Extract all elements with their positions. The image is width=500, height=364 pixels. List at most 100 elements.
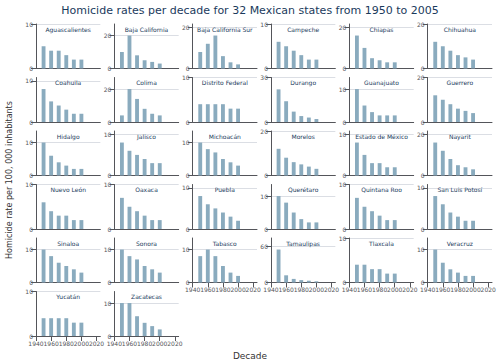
svg-text:1940: 1940 xyxy=(420,286,435,293)
svg-text:0: 0 xyxy=(264,226,268,233)
svg-text:2020: 2020 xyxy=(246,286,261,293)
svg-text:Sonora: Sonora xyxy=(136,240,157,247)
svg-text:0: 0 xyxy=(29,333,33,340)
svg-text:1940: 1940 xyxy=(342,286,357,293)
svg-text:0: 0 xyxy=(264,172,268,179)
svg-text:1960: 1960 xyxy=(122,340,137,347)
svg-text:0: 0 xyxy=(29,172,33,179)
svg-text:1940: 1940 xyxy=(28,340,43,347)
svg-text:10: 10 xyxy=(417,184,425,191)
svg-text:0: 0 xyxy=(186,172,190,179)
svg-text:Aguascalientes: Aguascalientes xyxy=(45,26,91,34)
svg-text:0: 0 xyxy=(421,172,425,179)
svg-text:1940: 1940 xyxy=(263,286,278,293)
svg-text:0: 0 xyxy=(421,226,425,233)
svg-text:1980: 1980 xyxy=(59,340,74,347)
svg-text:0: 0 xyxy=(29,279,33,286)
svg-text:0: 0 xyxy=(343,279,347,286)
svg-text:2000: 2000 xyxy=(230,286,245,293)
svg-text:1980: 1980 xyxy=(215,286,230,293)
svg-text:20: 20 xyxy=(182,24,190,31)
svg-text:0: 0 xyxy=(108,333,112,340)
svg-text:0: 0 xyxy=(108,172,112,179)
svg-text:1980: 1980 xyxy=(137,340,152,347)
svg-text:10: 10 xyxy=(104,131,112,138)
svg-text:20: 20 xyxy=(104,86,112,93)
svg-text:0: 0 xyxy=(108,226,112,233)
svg-text:10: 10 xyxy=(339,181,347,188)
svg-text:2020: 2020 xyxy=(89,340,104,347)
svg-text:0: 0 xyxy=(108,119,112,126)
svg-text:1960: 1960 xyxy=(43,340,58,347)
svg-text:0: 0 xyxy=(108,65,112,72)
svg-text:1940: 1940 xyxy=(107,340,122,347)
svg-text:20: 20 xyxy=(104,32,112,39)
svg-text:10: 10 xyxy=(182,139,190,146)
svg-text:Querétaro: Querétaro xyxy=(288,186,319,193)
svg-text:2000: 2000 xyxy=(152,340,167,347)
svg-text:Guanajuato: Guanajuato xyxy=(364,79,399,87)
svg-text:Decade: Decade xyxy=(233,351,268,361)
svg-text:Zacatecas: Zacatecas xyxy=(131,293,162,300)
svg-text:Morelos: Morelos xyxy=(291,133,314,140)
svg-text:0: 0 xyxy=(264,65,268,72)
svg-text:0: 0 xyxy=(343,65,347,72)
svg-text:30: 30 xyxy=(260,74,268,81)
svg-text:10: 10 xyxy=(182,74,190,81)
svg-text:20: 20 xyxy=(417,21,425,28)
svg-text:1940: 1940 xyxy=(185,286,200,293)
svg-text:2020: 2020 xyxy=(481,286,496,293)
svg-text:Michoacán: Michoacán xyxy=(209,133,241,140)
svg-text:0: 0 xyxy=(29,65,33,72)
svg-text:Tamaulipas: Tamaulipas xyxy=(285,240,320,248)
svg-text:Tabasco: Tabasco xyxy=(212,240,237,247)
svg-text:2000: 2000 xyxy=(387,286,402,293)
svg-text:Baja California: Baja California xyxy=(125,26,169,34)
svg-text:0: 0 xyxy=(343,226,347,233)
svg-text:Baja California Sur: Baja California Sur xyxy=(197,26,253,34)
svg-text:10: 10 xyxy=(339,131,347,138)
svg-text:20: 20 xyxy=(260,128,268,135)
svg-text:10: 10 xyxy=(417,246,425,253)
svg-text:1980: 1980 xyxy=(294,286,309,293)
svg-text:Chiapas: Chiapas xyxy=(370,26,394,34)
svg-text:60: 60 xyxy=(260,243,268,250)
svg-text:10: 10 xyxy=(339,235,347,242)
svg-text:10: 10 xyxy=(25,181,33,188)
svg-text:1980: 1980 xyxy=(372,286,387,293)
svg-text:Estado de México: Estado de México xyxy=(355,133,408,140)
svg-text:10: 10 xyxy=(182,184,190,191)
svg-text:Tlaxcala: Tlaxcala xyxy=(368,240,394,247)
svg-text:Chihuahua: Chihuahua xyxy=(444,26,477,33)
svg-text:2000: 2000 xyxy=(465,286,480,293)
svg-text:2020: 2020 xyxy=(324,286,339,293)
svg-text:10: 10 xyxy=(182,246,190,253)
svg-text:10: 10 xyxy=(25,246,33,253)
svg-text:0: 0 xyxy=(421,65,425,72)
svg-text:10: 10 xyxy=(25,21,33,28)
svg-text:0: 0 xyxy=(186,119,190,126)
svg-text:2000: 2000 xyxy=(74,340,89,347)
svg-text:0: 0 xyxy=(186,279,190,286)
svg-text:0: 0 xyxy=(421,279,425,286)
svg-text:10: 10 xyxy=(25,77,33,84)
svg-text:0: 0 xyxy=(186,226,190,233)
svg-text:1960: 1960 xyxy=(357,286,372,293)
svg-text:Hidalgo: Hidalgo xyxy=(57,133,80,141)
svg-text:Veracruz: Veracruz xyxy=(447,240,473,247)
svg-text:Sinaloa: Sinaloa xyxy=(57,240,79,247)
svg-text:10: 10 xyxy=(25,139,33,146)
svg-text:1980: 1980 xyxy=(450,286,465,293)
svg-text:Yucatán: Yucatán xyxy=(55,293,80,300)
svg-text:Jalisco: Jalisco xyxy=(136,133,156,141)
svg-text:10: 10 xyxy=(260,193,268,200)
svg-text:Campeche: Campeche xyxy=(287,26,319,34)
svg-text:Durango: Durango xyxy=(290,79,316,87)
svg-text:10: 10 xyxy=(339,86,347,93)
svg-text:20: 20 xyxy=(339,24,347,31)
svg-text:San Luis Potosí: San Luis Potosí xyxy=(437,186,482,193)
svg-text:0: 0 xyxy=(421,119,425,126)
svg-text:Homicide rate per 100, 000 inh: Homicide rate per 100, 000 inhabitants xyxy=(5,101,14,259)
svg-text:0: 0 xyxy=(264,279,268,286)
svg-text:0: 0 xyxy=(29,226,33,233)
